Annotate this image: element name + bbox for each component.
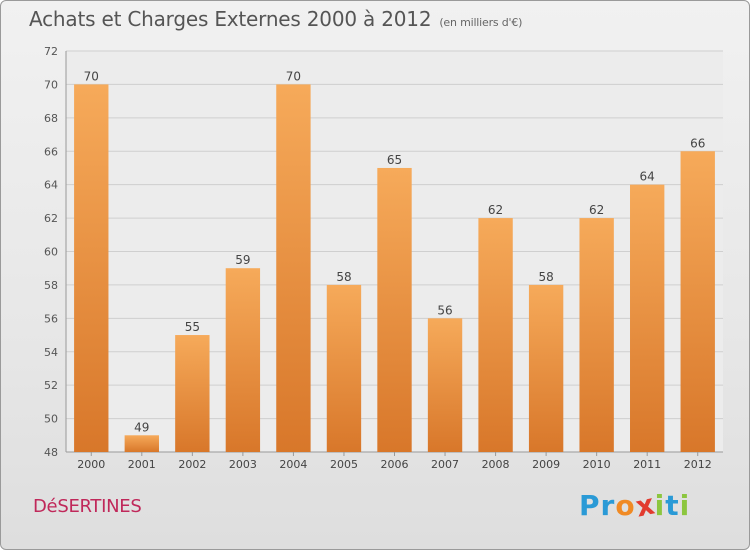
y-tick-label: 70 xyxy=(44,78,58,91)
x-tick-label: 2008 xyxy=(482,458,510,471)
x-tick-label: 2002 xyxy=(178,458,206,471)
bar xyxy=(276,84,311,453)
y-tick-label: 50 xyxy=(44,413,58,426)
y-tick-label: 48 xyxy=(44,446,58,459)
bar-value-label: 64 xyxy=(640,170,655,184)
bar xyxy=(326,284,362,452)
x-tick-label: 2010 xyxy=(583,458,611,471)
bar xyxy=(528,284,564,452)
logo-letter: P xyxy=(579,489,601,522)
chart-subtitle: (en milliers d'€) xyxy=(439,16,523,29)
y-tick-label: 56 xyxy=(44,312,58,325)
x-tick-label: 2009 xyxy=(532,458,560,471)
logo-letter: o xyxy=(615,489,636,522)
bar-value-label: 58 xyxy=(336,270,351,284)
x-tick-label: 2003 xyxy=(229,458,257,471)
bar-value-label: 55 xyxy=(185,320,200,334)
location-name: DéSERTINES xyxy=(33,496,142,517)
logo-letter: t xyxy=(665,489,680,522)
y-tick-label: 52 xyxy=(44,379,58,392)
bar-value-label: 70 xyxy=(84,69,99,83)
y-tick-label: 58 xyxy=(44,279,58,292)
y-tick-label: 68 xyxy=(44,112,58,125)
bar-value-label: 66 xyxy=(690,136,705,150)
logo-letter: i xyxy=(679,489,691,522)
chart-title-text: Achats et Charges Externes 2000 à 2012 xyxy=(29,7,432,31)
logo-letter: i xyxy=(654,489,666,522)
bar-value-label: 49 xyxy=(134,420,149,434)
bar-value-label: 65 xyxy=(387,153,402,167)
y-tick-label: 62 xyxy=(44,212,58,225)
bar-value-label: 56 xyxy=(437,303,452,317)
bar xyxy=(377,167,412,453)
bar xyxy=(225,268,261,452)
x-tick-label: 2006 xyxy=(381,458,409,471)
bar xyxy=(579,218,614,452)
logo-letter: r xyxy=(600,489,616,522)
bar-value-label: 70 xyxy=(286,69,301,83)
y-tick-label: 72 xyxy=(44,45,58,58)
bar xyxy=(680,151,715,452)
bar xyxy=(124,435,159,452)
chart-title: Achats et Charges Externes 2000 à 2012 (e… xyxy=(29,7,522,31)
bar-value-label: 62 xyxy=(589,203,604,217)
y-tick-label: 66 xyxy=(44,145,58,158)
x-tick-label: 2011 xyxy=(633,458,661,471)
y-tick-label: 60 xyxy=(44,246,58,259)
bar xyxy=(175,335,210,452)
bar-value-label: 58 xyxy=(538,270,553,284)
bar xyxy=(74,84,109,453)
bar xyxy=(478,218,513,452)
y-tick-label: 64 xyxy=(44,179,58,192)
x-tick-label: 2012 xyxy=(684,458,712,471)
y-tick-label: 54 xyxy=(44,346,58,359)
bar-value-label: 59 xyxy=(235,253,250,267)
bar-value-label: 62 xyxy=(488,203,503,217)
x-tick-label: 2001 xyxy=(128,458,156,471)
proxiti-logo: Proxiti xyxy=(579,487,691,523)
bar xyxy=(427,318,463,452)
x-tick-label: 2005 xyxy=(330,458,358,471)
bar xyxy=(630,184,665,452)
x-tick-label: 2007 xyxy=(431,458,459,471)
x-tick-label: 2000 xyxy=(77,458,105,471)
x-tick-label: 2004 xyxy=(279,458,307,471)
